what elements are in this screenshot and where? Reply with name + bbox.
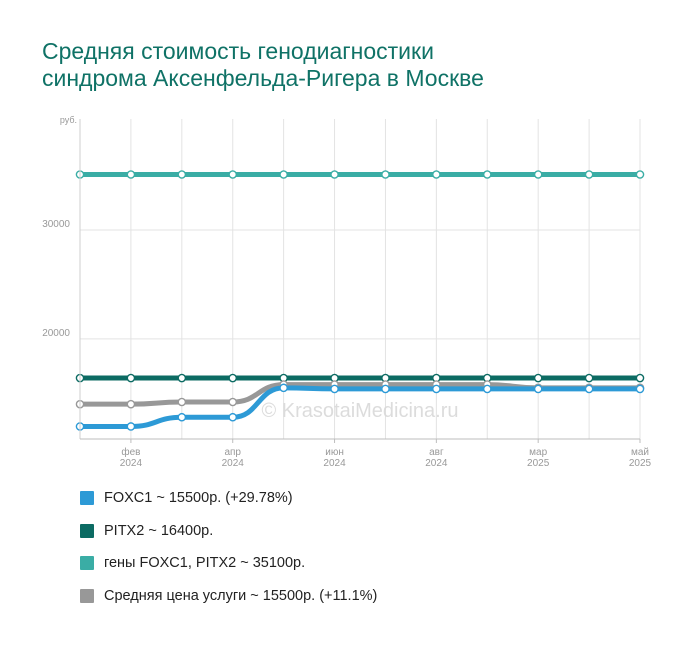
data-point-2 <box>228 397 238 407</box>
data-point-0 <box>330 170 339 179</box>
x-tick-label-year: 2025 <box>629 458 652 469</box>
x-tick-label-month: май <box>631 447 649 458</box>
data-point-0 <box>584 170 594 179</box>
data-point-1 <box>584 373 594 383</box>
legend-swatch <box>80 556 94 571</box>
data-point-2 <box>126 399 136 409</box>
data-point-0 <box>228 170 238 179</box>
x-tick-label-month: фев <box>121 446 140 458</box>
y-axis-unit: руб. <box>60 115 77 125</box>
legend-item: FOXC1 ~ 15500р. (+29.78%) <box>80 488 377 508</box>
x-tick-label-month: мар <box>529 447 547 458</box>
legend-swatch <box>80 589 94 604</box>
x-tick-label-year: 2024 <box>222 458 245 469</box>
data-point-0 <box>381 170 390 179</box>
legend: FOXC1 ~ 15500р. (+29.78%) PITX2 ~ 16400р.… <box>80 488 377 619</box>
data-point-3 <box>126 422 136 431</box>
data-point-3 <box>533 384 543 394</box>
data-point-3 <box>635 384 645 394</box>
data-point-2 <box>177 397 187 407</box>
data-point-0 <box>177 170 187 179</box>
legend-label: гены FOXC1, PITX2 ~ 35100р. <box>104 555 306 572</box>
data-point-3 <box>584 384 594 394</box>
x-tick-label-month: авг <box>429 447 444 458</box>
x-tick-label-year: 2024 <box>120 458 143 469</box>
legend-item: гены FOXC1, PITX2 ~ 35100р. <box>80 553 377 573</box>
data-point-3 <box>228 412 238 422</box>
y-tick-label: 20000 <box>42 328 70 339</box>
data-point-3 <box>381 384 390 394</box>
line-chart: © KrasotaiMedicina.ru руб.2000030000фев2… <box>42 115 651 469</box>
data-point-0 <box>635 170 645 179</box>
data-point-0 <box>482 170 492 179</box>
data-point-3 <box>482 384 492 394</box>
watermark: © KrasotaiMedicina.ru <box>261 400 458 422</box>
chart-title-line-1: Средняя стоимость генодиагностики <box>42 38 434 64</box>
data-point-3 <box>279 383 288 393</box>
data-point-1 <box>533 373 543 383</box>
legend-item: Средняя цена услуги ~ 15500р. (+11.1%) <box>80 586 377 606</box>
x-tick-label-month: июн <box>325 447 344 458</box>
data-point-3 <box>177 412 187 422</box>
data-point-3 <box>330 384 339 394</box>
data-point-1 <box>126 373 136 383</box>
data-point-1 <box>635 373 645 383</box>
data-point-0 <box>432 170 441 179</box>
data-point-1 <box>177 373 187 383</box>
chart-title: Средняя стоимость генодиагностики синдро… <box>42 38 662 92</box>
legend-label: FOXC1 ~ 15500р. (+29.78%) <box>104 490 293 506</box>
x-tick-label-month: апр <box>224 447 241 458</box>
data-point-0 <box>533 170 543 179</box>
series-lines <box>77 172 643 429</box>
chart-title-line-2: синдрома Аксенфельда-Ригера в Москве <box>42 65 484 91</box>
legend-item: PITX2 ~ 16400р. <box>80 521 377 541</box>
y-tick-label: 30000 <box>42 219 70 230</box>
legend-swatch <box>80 523 94 538</box>
legend-swatch <box>80 491 94 505</box>
data-point-1 <box>228 373 238 383</box>
legend-label: Средняя цена услуги ~ 15500р. (+11.1%) <box>104 588 378 605</box>
data-point-0 <box>126 170 136 179</box>
x-tick-label-year: 2025 <box>527 458 550 469</box>
legend-label: PITX2 ~ 16400р. <box>104 522 214 539</box>
axes: руб.2000030000фев2024апр2024июн2024авг20… <box>42 115 651 469</box>
data-point-0 <box>279 170 288 179</box>
x-tick-label-year: 2024 <box>425 458 448 469</box>
x-tick-label-year: 2024 <box>323 458 346 469</box>
data-point-3 <box>432 384 441 394</box>
